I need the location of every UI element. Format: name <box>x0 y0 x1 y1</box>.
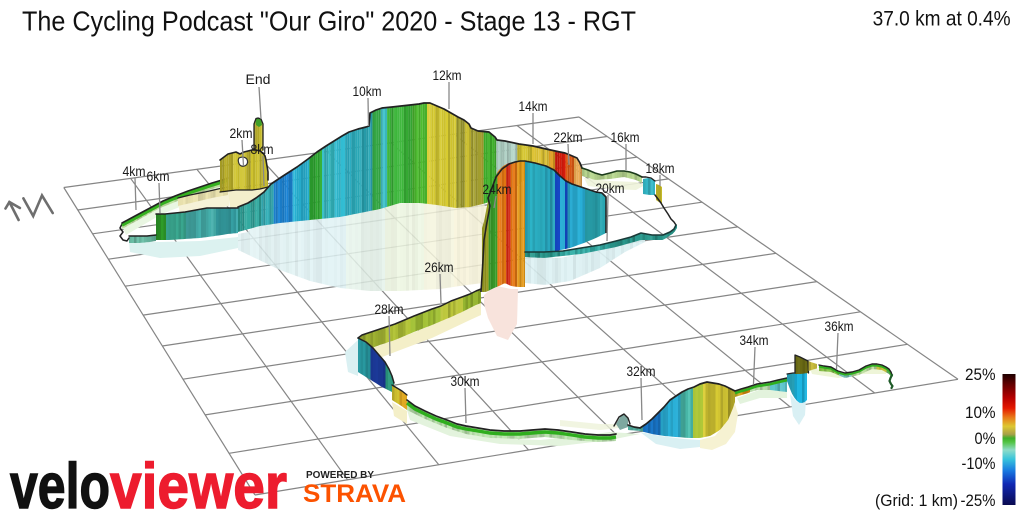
svg-text:velo: velo <box>10 450 110 512</box>
svg-text:4km: 4km <box>123 164 146 179</box>
svg-text:36km: 36km <box>825 319 854 334</box>
svg-text:30km: 30km <box>451 374 480 389</box>
svg-text:2km: 2km <box>230 126 253 141</box>
svg-text:26km: 26km <box>425 260 454 275</box>
svg-text:12km: 12km <box>433 68 462 83</box>
svg-text:8km: 8km <box>251 142 274 157</box>
svg-text:32km: 32km <box>627 364 656 379</box>
svg-text:37.0 km at 0.4%: 37.0 km at 0.4% <box>873 8 1011 31</box>
svg-text:6km: 6km <box>147 169 170 184</box>
svg-text:24km: 24km <box>483 182 512 197</box>
svg-text:STRAVA: STRAVA <box>303 480 406 508</box>
svg-text:POWERED BY: POWERED BY <box>306 470 374 481</box>
svg-text:viewer: viewer <box>110 450 287 512</box>
svg-text:10km: 10km <box>353 84 382 99</box>
svg-text:10%: 10% <box>965 403 996 422</box>
svg-text:20km: 20km <box>596 181 625 196</box>
svg-text:22km: 22km <box>554 130 583 145</box>
svg-text:(Grid: 1 km): (Grid: 1 km) <box>875 491 958 510</box>
svg-text:28km: 28km <box>375 302 404 317</box>
svg-text:34km: 34km <box>740 333 769 348</box>
svg-text:-25%: -25% <box>961 491 996 510</box>
svg-text:0%: 0% <box>975 429 996 448</box>
svg-text:End: End <box>246 72 271 87</box>
svg-text:The Cycling Podcast "Our Giro": The Cycling Podcast "Our Giro" 2020 - St… <box>22 6 636 37</box>
svg-text:25%: 25% <box>965 365 996 384</box>
svg-text:18km: 18km <box>646 161 675 176</box>
svg-text:14km: 14km <box>519 99 548 114</box>
svg-text:-10%: -10% <box>962 454 996 473</box>
svg-text:16km: 16km <box>611 130 640 145</box>
